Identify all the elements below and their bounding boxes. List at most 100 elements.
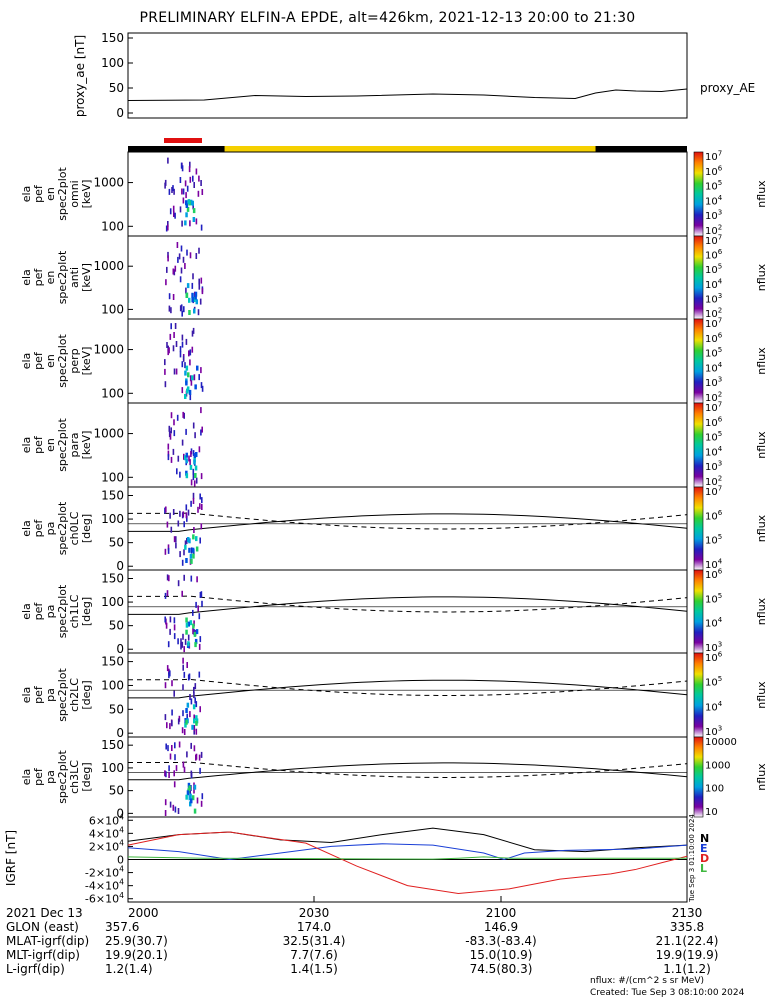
- loss-cone-curve: [128, 513, 688, 532]
- pitch-angle-ytick-label: 100: [101, 761, 124, 775]
- flux-core-pixel: [186, 790, 190, 796]
- flux-pixel: [182, 188, 185, 195]
- flux-core-pixel: [191, 200, 194, 206]
- flux-pixel: [181, 590, 183, 597]
- flux-pixel: [188, 166, 191, 173]
- spectrogram-ylabel-line: ela: [20, 603, 33, 620]
- flux-pixel: [164, 368, 166, 375]
- flux-pixel: [164, 592, 167, 599]
- footer-row-value: 174.0: [296, 920, 332, 934]
- flux-pixel: [170, 427, 172, 434]
- flux-pixel: [198, 613, 201, 620]
- flux-pixel: [180, 304, 183, 311]
- flux-pixel: [201, 793, 204, 800]
- flux-pixel: [189, 349, 192, 356]
- flux-pixel: [167, 349, 169, 356]
- flux-core-pixel: [187, 199, 191, 205]
- spectrogram-ytick-label: 100: [101, 219, 124, 233]
- flux-pixel: [166, 342, 168, 348]
- colorbar-tick-label: 106: [705, 164, 723, 178]
- pitch-angle-ytick-label: 100: [101, 678, 124, 692]
- flux-pixel: [200, 367, 202, 374]
- flux-pixel: [195, 477, 198, 484]
- flux-pixel: [169, 616, 172, 623]
- colorbar: [693, 318, 704, 404]
- flux-pixel: [181, 387, 184, 394]
- flux-pixel: [193, 480, 196, 487]
- spectrogram-ylabel-line: en: [44, 187, 57, 201]
- colorbar-tick-label: 106: [705, 568, 723, 582]
- flux-pixel: [200, 523, 203, 530]
- flux-pixel: [173, 430, 176, 437]
- flux-core-pixel: [184, 394, 187, 399]
- flux-pixel: [173, 211, 175, 217]
- colorbar-tick-label: 106: [705, 509, 723, 523]
- flux-core-pixel: [186, 386, 190, 392]
- colorbar-tick-label: 106: [705, 331, 723, 345]
- flux-core-pixel: [188, 547, 191, 553]
- flux-pixel: [182, 355, 185, 362]
- footer-row-label: MLT-igrf(dip): [6, 948, 80, 962]
- flux-pixel: [198, 175, 200, 182]
- flux-pixel: [189, 375, 192, 382]
- spectrogram-ylabel-line: ch2LC: [68, 678, 81, 712]
- flux-pixel: [181, 165, 184, 172]
- footer-row-label: MLAT-igrf(dip): [6, 934, 90, 948]
- flux-core-pixel: [191, 795, 195, 801]
- flux-pixel: [182, 761, 185, 768]
- colorbar-tick-label: 104: [705, 445, 723, 459]
- flux-core-pixel: [189, 553, 193, 559]
- spectrogram-frame: [127, 318, 688, 404]
- flux-pixel: [169, 670, 171, 677]
- colorbar-tick-label: 105: [705, 592, 722, 606]
- created-note: Created: Tue Sep 3 08:10:00 2024: [590, 988, 745, 998]
- flux-pixel: [164, 810, 167, 816]
- anti-loss-cone-curve: [128, 761, 688, 778]
- footer-row-value: 146.9: [483, 920, 519, 934]
- flux-pixel: [168, 772, 170, 778]
- flux-pixel: [199, 537, 201, 544]
- flux-core-pixel: [185, 452, 188, 458]
- flux-pixel: [199, 636, 202, 643]
- flux-pixel: [167, 345, 169, 352]
- flux-core-pixel: [195, 720, 198, 726]
- spectrogram-ylabel-line: ela: [20, 520, 33, 537]
- flux-pixel: [185, 512, 188, 519]
- flux-core-pixel: [191, 292, 194, 298]
- flux-core-pixel: [185, 292, 189, 298]
- flux-pixel: [199, 592, 202, 598]
- flux-pixel: [173, 633, 176, 640]
- flux-core-pixel: [193, 808, 197, 814]
- flux-pixel: [175, 536, 177, 543]
- flux-pixel: [189, 459, 191, 466]
- flux-pixel: [182, 256, 185, 263]
- flux-core-pixel: [185, 473, 189, 479]
- colorbar-tick-label: 10: [705, 807, 718, 818]
- flux-pixel: [193, 787, 195, 794]
- flux-pixel: [164, 770, 166, 777]
- pitch-angle-ytick-label: 150: [101, 738, 124, 752]
- flux-pixel: [182, 633, 184, 640]
- flux-core-pixel: [185, 617, 188, 623]
- flux-pixel: [198, 278, 200, 285]
- flux-core-pixel: [193, 308, 196, 314]
- flux-pixel: [179, 276, 182, 283]
- flux-pixel: [166, 722, 168, 729]
- flux-core-pixel: [187, 621, 190, 627]
- flux-pixel: [182, 657, 184, 664]
- flux-pixel: [166, 574, 169, 581]
- spectrogram-ylabel-line: para: [68, 433, 81, 458]
- flux-core-pixel: [195, 299, 198, 305]
- spectrogram-ylabel-line: spec2plot: [56, 167, 69, 221]
- spectrogram-ylabel-line: ela: [20, 687, 33, 704]
- colorbar-tick-label: 107: [705, 317, 722, 331]
- flux-pixel: [173, 269, 176, 276]
- flux-pixel: [201, 288, 204, 295]
- flux-pixel: [174, 742, 176, 749]
- proxy-ae-legend: proxy_AE: [700, 81, 755, 95]
- flux-pixel: [184, 362, 186, 369]
- flux-pixel: [182, 411, 184, 418]
- footer-row-value: 7.7(7.6): [290, 948, 338, 962]
- colorbar-tick-label: 104: [705, 616, 723, 630]
- flux-pixel: [172, 268, 175, 275]
